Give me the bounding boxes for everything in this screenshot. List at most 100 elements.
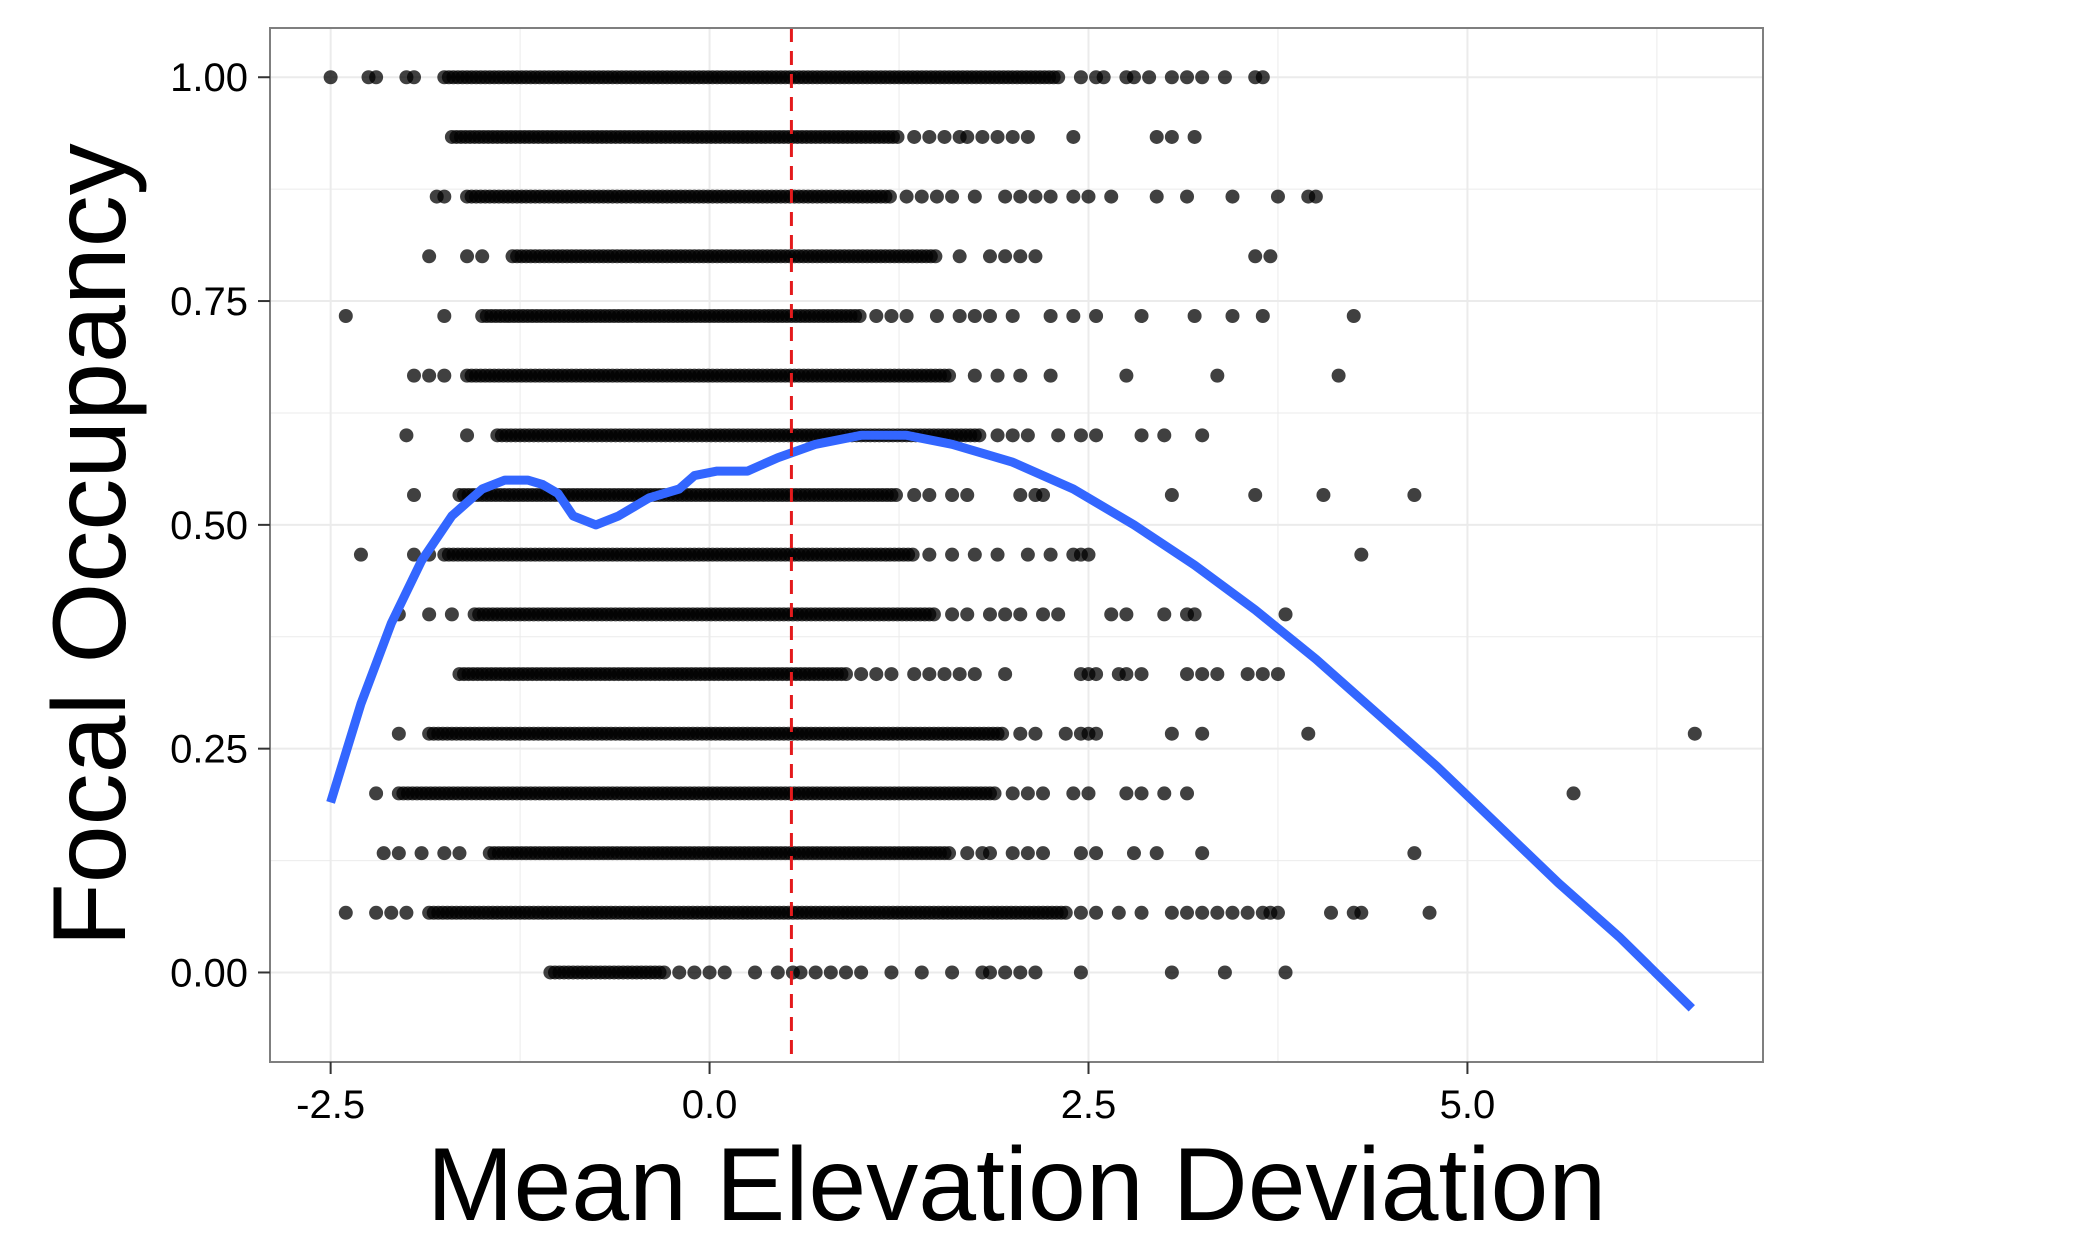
data-point <box>1217 965 1232 980</box>
data-point <box>437 308 452 323</box>
data-point <box>945 607 960 622</box>
data-point <box>1005 786 1020 801</box>
data-point <box>884 667 899 682</box>
x-tick-label: 5.0 <box>1440 1083 1496 1127</box>
data-point <box>1089 308 1104 323</box>
data-point <box>882 189 897 204</box>
data-point <box>1126 70 1141 85</box>
data-point <box>748 965 763 980</box>
data-point <box>422 607 437 622</box>
data-point <box>1354 905 1369 920</box>
data-point <box>1164 129 1179 144</box>
data-point <box>922 667 937 682</box>
data-point <box>1005 428 1020 443</box>
data-point <box>854 667 869 682</box>
data-point <box>1240 667 1255 682</box>
data-point <box>1240 905 1255 920</box>
data-point <box>1036 846 1051 861</box>
data-point <box>1308 189 1323 204</box>
data-point <box>1081 189 1096 204</box>
x-tick-label: 2.5 <box>1061 1083 1117 1127</box>
data-point <box>1066 189 1081 204</box>
data-point <box>1134 667 1149 682</box>
data-point <box>452 846 467 861</box>
data-point <box>1058 905 1073 920</box>
y-tick-label: 0.75 <box>170 280 248 324</box>
data-point <box>998 667 1013 682</box>
data-point <box>945 547 960 562</box>
data-point <box>998 249 1013 264</box>
data-point <box>1073 846 1088 861</box>
data-point <box>967 368 982 383</box>
data-point <box>888 488 903 503</box>
data-point <box>929 308 944 323</box>
data-point <box>1013 249 1028 264</box>
data-point <box>1316 488 1331 503</box>
data-point <box>475 249 490 264</box>
data-point <box>1566 786 1581 801</box>
data-point <box>1066 129 1081 144</box>
data-point <box>1180 667 1195 682</box>
data-point <box>1255 70 1270 85</box>
data-point <box>972 428 987 443</box>
data-point <box>1081 786 1096 801</box>
data-point <box>890 129 905 144</box>
data-point <box>1051 607 1066 622</box>
data-point <box>960 488 975 503</box>
data-point <box>391 846 406 861</box>
data-point <box>982 249 997 264</box>
data-point <box>391 726 406 741</box>
data-point <box>1020 846 1035 861</box>
data-point <box>1119 368 1134 383</box>
data-point <box>1134 905 1149 920</box>
data-point <box>1073 428 1088 443</box>
data-point <box>1687 726 1702 741</box>
data-point <box>460 249 475 264</box>
data-point <box>1164 70 1179 85</box>
data-point <box>1134 428 1149 443</box>
data-point <box>406 547 421 562</box>
data-point <box>1270 667 1285 682</box>
data-point <box>1028 189 1043 204</box>
data-point <box>990 547 1005 562</box>
data-point <box>1149 189 1164 204</box>
data-point <box>1028 965 1043 980</box>
data-point <box>1058 726 1073 741</box>
data-point <box>1407 488 1422 503</box>
data-point <box>995 726 1010 741</box>
data-point <box>1324 905 1339 920</box>
data-point <box>990 428 1005 443</box>
data-point <box>942 368 957 383</box>
data-point <box>1089 428 1104 443</box>
overlay-lines <box>326 28 1695 1062</box>
data-point <box>1005 846 1020 861</box>
data-point <box>967 189 982 204</box>
data-point <box>1005 129 1020 144</box>
data-point <box>1225 189 1240 204</box>
data-point <box>990 368 1005 383</box>
data-point <box>1180 189 1195 204</box>
data-point <box>823 965 838 980</box>
data-point <box>960 607 975 622</box>
data-point <box>975 129 990 144</box>
data-point <box>422 368 437 383</box>
data-point <box>967 547 982 562</box>
data-point <box>960 846 975 861</box>
data-point <box>937 667 952 682</box>
data-point <box>1066 786 1081 801</box>
data-point <box>702 965 717 980</box>
data-point <box>1036 488 1051 503</box>
data-point <box>1180 786 1195 801</box>
data-point <box>884 965 899 980</box>
data-point <box>369 786 384 801</box>
data-point <box>1013 488 1028 503</box>
data-point <box>1195 70 1210 85</box>
data-point <box>929 189 944 204</box>
data-point <box>1187 308 1202 323</box>
data-point <box>942 846 957 861</box>
data-point <box>422 249 437 264</box>
data-point <box>998 189 1013 204</box>
data-point <box>1005 308 1020 323</box>
data-point <box>982 846 997 861</box>
